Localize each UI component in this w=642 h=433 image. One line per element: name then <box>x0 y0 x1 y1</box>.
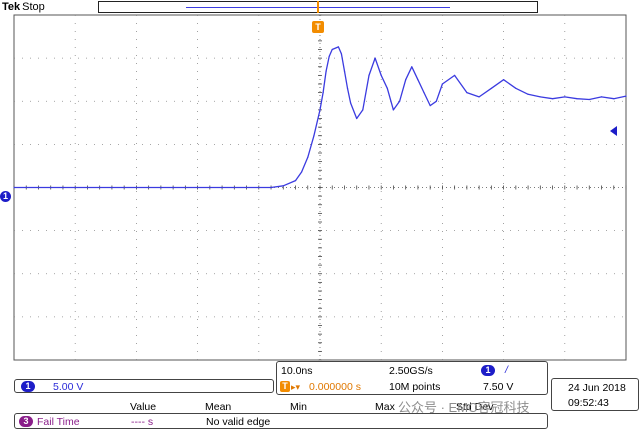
trigger-source-badge: 1 <box>481 365 495 376</box>
ch1-volts-per-div: 5.00 V <box>53 381 84 393</box>
waveform-point <box>405 79 407 81</box>
waveform-point <box>294 180 297 182</box>
waveform-point <box>441 83 443 85</box>
trigger-delay-icon: T <box>280 381 290 392</box>
record-length: 10M points <box>389 381 441 393</box>
measure-header-min: Min <box>290 401 307 413</box>
measure-channel-badge: 3 <box>19 416 33 427</box>
waveform-point <box>588 98 590 101</box>
trigger-label: T <box>312 21 324 33</box>
waveform-trace <box>14 46 627 189</box>
trigger-delay-value: 0.000000 s <box>309 381 361 393</box>
waveform-point <box>301 171 303 173</box>
watermark: 公众号 · EMC容冠科技 <box>398 400 530 415</box>
waveform-trace-group <box>13 46 627 189</box>
measure-header-max: Max <box>375 401 395 413</box>
waveform-point <box>282 185 284 187</box>
measure-note: No valid edge <box>206 416 271 428</box>
waveform-point <box>368 74 370 76</box>
waveform-point <box>343 70 346 72</box>
waveform-point <box>362 109 364 111</box>
brand-status: Tek Stop <box>2 0 45 14</box>
waveform-point <box>435 100 437 102</box>
waveform-point <box>350 102 352 104</box>
waveform-point <box>490 87 492 89</box>
trigger-position-line <box>317 1 319 13</box>
waveform-point <box>197 186 199 189</box>
waveform-point <box>527 93 529 95</box>
waveform-point <box>539 96 541 98</box>
measure-header-value: Value <box>130 401 157 413</box>
waveform-point <box>386 87 388 89</box>
waveform-point <box>600 96 603 98</box>
waveform-point <box>270 186 272 189</box>
waveform-point <box>319 109 321 111</box>
waveform-point <box>356 117 358 120</box>
time: 09:52:43 <box>568 397 609 409</box>
waveform-point <box>423 92 425 94</box>
table-row[interactable]: 3 Fail Time ---- s No valid edge <box>14 413 548 429</box>
waveform-point <box>515 87 517 89</box>
trigger-slope-icon: / <box>505 364 508 376</box>
date-time-panel: 24 Jun 2018 09:52:43 <box>551 378 639 411</box>
waveform-point <box>429 105 431 107</box>
waveform-point <box>625 95 627 97</box>
acquisition-state: Stop <box>22 1 45 13</box>
waveform-point <box>392 109 394 111</box>
waveform-display[interactable] <box>13 14 627 361</box>
ch1-readout[interactable]: 1 5.00 V <box>14 379 274 393</box>
sample-rate: 2.50GS/s <box>389 365 433 377</box>
ch1-badge: 1 <box>21 381 35 392</box>
trigger-level-arrow-icon[interactable] <box>610 126 617 136</box>
waveform-point <box>328 55 330 58</box>
waveform-point <box>331 48 333 51</box>
waveform-point <box>454 74 456 76</box>
date: 24 Jun 2018 <box>568 382 626 394</box>
measurement-table: Value Mean Min Max Std Dev 3 Fail Time -… <box>14 396 548 432</box>
horizontal-readout-panel[interactable]: 10.0ns 2.50GS/s 1 / T ▸▾ 0.000000 s 10M … <box>276 361 548 395</box>
trigger-level: 7.50 V <box>483 381 514 393</box>
waveform-point <box>552 98 554 100</box>
waveform-point <box>613 98 615 100</box>
waveform-point <box>325 70 327 72</box>
waveform-point <box>337 46 339 48</box>
waveform-point <box>340 53 342 55</box>
waveform-point <box>466 92 468 94</box>
waveform-point <box>135 186 137 189</box>
time-per-div: 10.0ns <box>281 365 313 377</box>
measure-header-mean: Mean <box>205 401 232 413</box>
top-status-bar: Tek Stop <box>0 0 642 16</box>
measure-header-stddev: Std Dev <box>456 401 494 413</box>
waveform-point <box>564 96 566 98</box>
ch1-ground-marker[interactable]: 1 <box>0 191 11 202</box>
trigger-delay-symbol: ▸▾ <box>291 382 301 392</box>
waveform-point <box>322 92 324 94</box>
measure-value: ---- s <box>131 416 154 428</box>
brand-name: Tek <box>2 1 21 13</box>
waveform-point <box>380 74 382 76</box>
waveform-point <box>411 66 413 68</box>
waveform-point <box>346 87 349 89</box>
waveform-point <box>478 96 480 98</box>
waveform-point <box>74 186 76 189</box>
waveform-point <box>417 79 419 81</box>
waveform-point <box>576 98 578 100</box>
waveform-point <box>374 57 376 59</box>
waveform-point <box>307 156 309 158</box>
waveform-point <box>503 79 505 81</box>
measure-name: Fail Time <box>37 416 80 428</box>
waveform-point <box>13 186 15 189</box>
waveform-point <box>313 135 315 137</box>
waveform-point <box>399 100 401 102</box>
